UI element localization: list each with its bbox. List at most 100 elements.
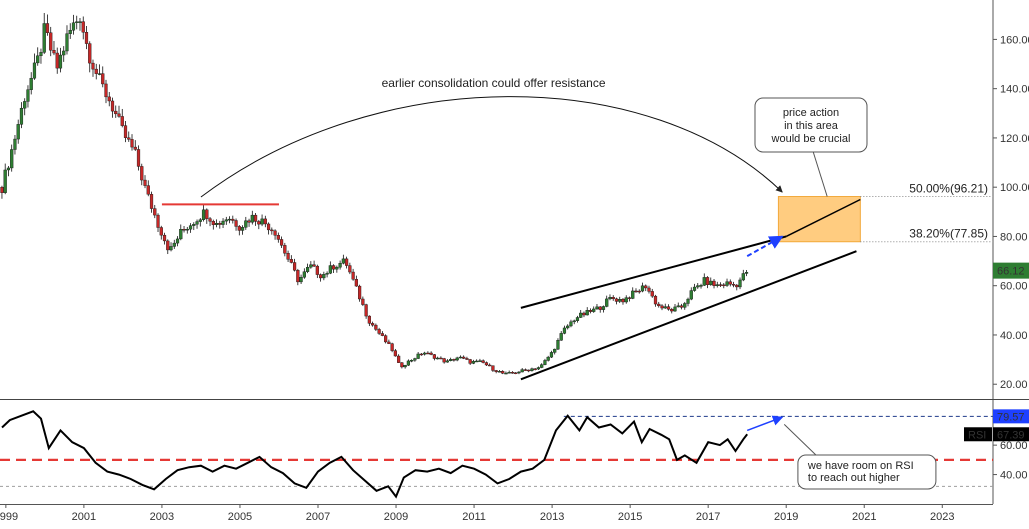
candle-body (227, 218, 232, 221)
candle (575, 315, 580, 323)
rsi-note-pointer (783, 423, 817, 456)
candle-body (579, 312, 583, 318)
candle (23, 98, 27, 116)
candle (653, 294, 658, 307)
candle (458, 355, 463, 359)
candle (725, 278, 729, 287)
candle (722, 283, 726, 289)
candle (692, 283, 697, 292)
candle-body (504, 372, 508, 375)
candle-body (715, 284, 719, 287)
candle (621, 297, 625, 305)
candle (328, 261, 332, 275)
candle-body (543, 360, 547, 365)
candle (452, 358, 456, 362)
candle (566, 324, 570, 330)
candle-body (601, 306, 606, 310)
candle-body (494, 370, 498, 372)
candle-body (107, 96, 111, 102)
candle-body (309, 264, 313, 268)
candle (517, 371, 521, 375)
candle (699, 283, 703, 289)
y-tick-label: 40.00 (1000, 330, 1028, 342)
rsi-y-tick-label: 60.00 (1000, 440, 1028, 452)
candle-body (484, 362, 489, 366)
candle (120, 108, 124, 128)
candle-body (289, 259, 293, 263)
candle-body (127, 137, 131, 140)
candle (377, 327, 381, 335)
candle-body (75, 21, 79, 23)
candle-body (553, 348, 557, 353)
candle-body (55, 52, 59, 69)
candle-body (728, 281, 732, 285)
candle (6, 165, 11, 177)
candle (338, 260, 342, 270)
candle (244, 216, 248, 230)
candle (598, 306, 602, 313)
rsi-note-text: we have room on RSI (807, 460, 914, 472)
candle (731, 281, 736, 288)
candle-body (351, 271, 355, 280)
candle (390, 342, 394, 353)
candle (380, 331, 384, 337)
candle (650, 288, 654, 298)
candle (247, 218, 251, 227)
callout-pointer (812, 151, 828, 197)
y-tick-label: 140.00 (1000, 84, 1029, 96)
candle (175, 236, 180, 247)
candle-body (497, 371, 502, 373)
candle-body (676, 305, 680, 308)
candle (218, 220, 222, 229)
candle-body (68, 29, 72, 34)
candle-body (345, 258, 349, 266)
candle-body (296, 270, 300, 283)
candle-body (595, 306, 599, 310)
candle-body (153, 208, 157, 216)
candle (618, 296, 622, 304)
channel-extension-line (785, 198, 861, 238)
candle-body (221, 220, 225, 225)
candle-body (533, 368, 537, 370)
candle (585, 307, 589, 316)
candle (240, 225, 245, 235)
candle (318, 273, 323, 282)
candle (426, 351, 430, 355)
candle (657, 301, 661, 308)
x-tick-label: 1999 (0, 511, 18, 523)
candle-body (562, 327, 567, 334)
resistance-arc (200, 96, 783, 198)
candle (445, 359, 450, 363)
candle-body (384, 335, 388, 343)
candle (712, 279, 716, 289)
candle-body (13, 138, 17, 150)
candle (468, 358, 472, 366)
x-tick-label: 2023 (930, 511, 954, 523)
candle (260, 214, 264, 227)
candle (188, 223, 193, 233)
x-axis: 1999 2001 2003 2005 2007 2009 2011 2013 2015 2017… (0, 504, 955, 523)
candle-body (149, 194, 154, 209)
candle (312, 260, 316, 268)
candle (540, 363, 544, 369)
channel-upper-line (520, 235, 787, 309)
candle-body (624, 297, 628, 303)
candle-body (263, 218, 267, 225)
candle-body (445, 360, 450, 363)
candle-body (188, 225, 193, 230)
fib-level-label: 38.20%(77.85) (909, 227, 988, 241)
candles (0, 12, 749, 375)
candle-body (559, 333, 563, 341)
candle (279, 236, 284, 249)
candle-body (374, 324, 378, 330)
candle (744, 269, 749, 277)
candle-body (640, 285, 645, 292)
candle (393, 348, 397, 357)
x-tick-label: 2021 (852, 511, 876, 523)
candle (471, 359, 476, 365)
candle (62, 46, 66, 62)
candle-body (582, 312, 586, 316)
candle-body (692, 286, 697, 291)
candle (107, 92, 111, 107)
candle-body (84, 32, 89, 44)
